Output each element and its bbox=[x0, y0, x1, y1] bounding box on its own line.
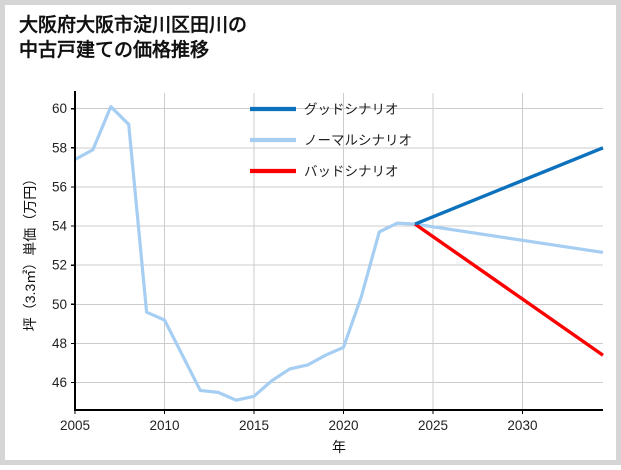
axis-tick-labels: 46 48 50 52 54 56 58 60 2005 2010 2015 2020 2025 2030 bbox=[52, 101, 538, 433]
y-tick-label: 56 bbox=[52, 179, 67, 194]
y-tick-label: 48 bbox=[52, 336, 67, 351]
axis-spines bbox=[73, 91, 603, 412]
axis-titles: 年 坪（3.3㎡）単価（万円） bbox=[22, 172, 346, 455]
x-axis-title: 年 bbox=[332, 439, 346, 455]
y-tick-label: 58 bbox=[52, 140, 67, 155]
series-line-bad bbox=[414, 222, 604, 357]
x-tick-label: 2020 bbox=[328, 418, 358, 433]
y-tick-label: 50 bbox=[52, 297, 67, 312]
y-tick-label: 46 bbox=[52, 375, 67, 390]
legend-label: グッドシナリオ bbox=[304, 102, 399, 117]
series-group bbox=[74, 105, 604, 402]
x-tick-label: 2025 bbox=[418, 418, 448, 433]
y-tick-label: 60 bbox=[52, 101, 67, 116]
chart-plot-area: 46 48 50 52 54 56 58 60 2005 2010 2015 2020 2025 2030… bbox=[22, 91, 604, 455]
legend-label: ノーマルシナリオ bbox=[304, 133, 412, 148]
x-tick-label: 2030 bbox=[507, 418, 537, 433]
axis-ticks bbox=[71, 108, 524, 414]
x-tick-label: 2010 bbox=[149, 418, 179, 433]
legend-label: バッドシナリオ bbox=[304, 164, 399, 179]
x-tick-label: 2005 bbox=[60, 418, 90, 433]
y-axis-title: 坪（3.3㎡）単価（万円） bbox=[22, 172, 38, 331]
y-tick-label: 52 bbox=[52, 258, 67, 273]
chart-title: 大阪府大阪市淀川区田川の 中古戸建ての価格推移 bbox=[19, 15, 248, 62]
y-tick-label: 54 bbox=[52, 219, 68, 234]
series-line-good bbox=[414, 146, 604, 226]
gridlines-group bbox=[74, 93, 603, 410]
series-line-normal bbox=[74, 105, 604, 402]
x-tick-label: 2015 bbox=[239, 418, 269, 433]
